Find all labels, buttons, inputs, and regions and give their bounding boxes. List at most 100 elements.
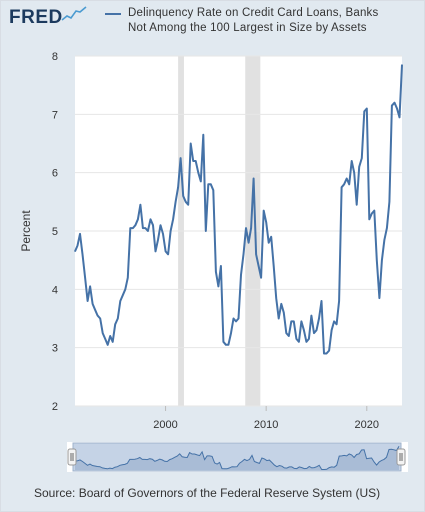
navigator-right-handle[interactable] — [396, 448, 406, 466]
data-point-16 — [114, 323, 116, 325]
navigator-left-handle[interactable] — [67, 448, 77, 466]
data-point-14 — [109, 335, 111, 337]
data-point-94 — [310, 315, 312, 317]
data-point-85 — [288, 335, 290, 337]
data-point-56 — [215, 271, 217, 273]
data-point-89 — [298, 341, 300, 343]
data-point-27 — [142, 227, 144, 229]
data-point-42 — [180, 157, 182, 159]
y-tick-label-7: 7 — [52, 109, 58, 121]
data-point-98 — [320, 300, 323, 302]
data-point-53 — [207, 183, 209, 185]
data-point-84 — [285, 332, 287, 334]
y-tick-label-6: 6 — [52, 168, 58, 180]
data-point-93 — [308, 338, 310, 340]
data-point-17 — [117, 317, 119, 320]
data-point-120 — [376, 259, 378, 261]
data-point-88 — [295, 338, 297, 340]
data-point-28 — [144, 227, 146, 229]
data-point-74 — [260, 277, 262, 279]
data-point-6 — [89, 285, 91, 287]
data-point-48 — [195, 160, 197, 162]
data-point-31 — [152, 224, 154, 226]
data-point-68 — [245, 227, 247, 229]
data-point-10 — [99, 317, 101, 320]
data-point-99 — [323, 352, 325, 355]
data-point-129 — [398, 116, 401, 118]
data-point-26 — [139, 204, 141, 206]
data-point-52 — [205, 230, 207, 232]
data-point-57 — [217, 285, 219, 287]
legend-swatch — [105, 13, 121, 15]
range-navigator[interactable] — [67, 442, 408, 472]
data-point-126 — [391, 105, 393, 107]
data-point-63 — [232, 317, 235, 320]
data-point-0 — [74, 250, 76, 252]
data-point-103 — [333, 320, 335, 322]
data-point-40 — [175, 201, 177, 203]
data-point-128 — [396, 107, 398, 110]
legend-label-line-1: Delinquency Rate on Credit Card Loans, B… — [128, 7, 379, 19]
data-point-9 — [97, 315, 99, 317]
data-point-81 — [278, 317, 280, 320]
data-point-51 — [202, 134, 204, 136]
data-point-24 — [134, 224, 136, 226]
data-point-83 — [283, 312, 285, 314]
data-point-104 — [336, 323, 338, 325]
data-point-18 — [119, 300, 121, 302]
y-tick-label-8: 8 — [52, 51, 58, 63]
fred-logo[interactable]: FRED — [9, 7, 63, 28]
source-note: Source: Board of Governors of the Federa… — [34, 486, 381, 500]
data-point-97 — [318, 317, 320, 320]
data-point-38 — [170, 230, 172, 232]
data-point-13 — [107, 344, 109, 346]
data-point-15 — [112, 341, 114, 343]
x-tick-label-2000: 2000 — [153, 419, 177, 431]
data-point-30 — [149, 218, 152, 220]
data-point-100 — [325, 352, 328, 355]
data-point-54 — [210, 183, 212, 185]
data-point-78 — [270, 236, 272, 238]
data-point-67 — [242, 253, 245, 255]
data-point-55 — [212, 189, 214, 191]
y-gridlines — [75, 55, 402, 407]
data-point-41 — [177, 186, 179, 188]
data-point-113 — [358, 166, 360, 168]
data-point-4 — [84, 277, 86, 279]
data-point-112 — [356, 204, 358, 206]
data-point-49 — [197, 172, 199, 174]
data-point-58 — [220, 265, 222, 267]
data-point-111 — [353, 172, 355, 174]
data-point-79 — [273, 265, 275, 267]
data-point-43 — [182, 195, 184, 197]
data-point-108 — [346, 177, 348, 180]
data-point-73 — [258, 265, 260, 267]
y-tick-labels: 2 3 4 5 6 7 8 — [52, 51, 58, 413]
data-point-119 — [373, 210, 375, 212]
data-point-123 — [383, 239, 385, 241]
data-point-82 — [280, 303, 282, 305]
data-point-23 — [132, 227, 134, 229]
data-point-76 — [265, 221, 267, 223]
data-point-7 — [92, 303, 94, 305]
data-point-96 — [315, 329, 318, 331]
data-point-75 — [263, 210, 265, 212]
y-tick-label-5: 5 — [52, 226, 58, 238]
data-point-20 — [124, 288, 126, 290]
data-point-2 — [79, 233, 81, 235]
data-point-80 — [275, 297, 277, 299]
data-point-64 — [235, 320, 237, 322]
data-point-114 — [361, 157, 363, 159]
data-point-117 — [368, 218, 370, 220]
legend-label[interactable]: Delinquency Rate on Credit Card Loans, B… — [128, 6, 420, 36]
chart-header: FRED Delinquency Rate on Credit Card Loa… — [0, 0, 425, 46]
data-point-39 — [172, 218, 174, 220]
data-point-8 — [94, 309, 96, 311]
data-point-34 — [159, 224, 162, 226]
legend-label-line-2: Not Among the 100 Largest in Size by Ass… — [128, 22, 367, 34]
y-tick-label-4: 4 — [52, 284, 58, 296]
y-tick-label-3: 3 — [52, 343, 58, 355]
data-point-60 — [225, 344, 227, 346]
data-point-3 — [81, 253, 84, 255]
